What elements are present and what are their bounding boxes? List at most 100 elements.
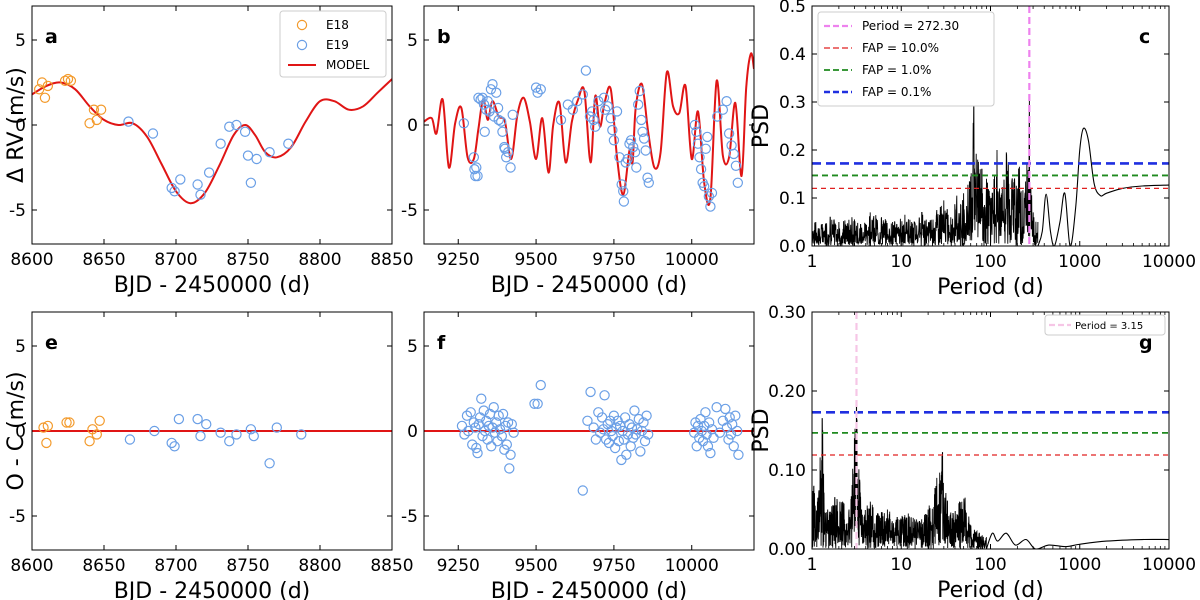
e19-point [567,104,579,115]
x-tick-label: 10 [890,555,912,575]
y-tick-label: -5 [9,507,26,527]
x-tick-label: 10000 [1142,555,1196,575]
e19-point [721,95,732,107]
e19-point [499,444,510,455]
panel-a: 8600 8650 8700 8750 8800 8850 -5 0 5 BJD - 245000… [4,5,414,298]
e19-point [271,422,282,433]
y-tick-label: 5 [407,337,418,357]
legend: Period = 272.30 FAP = 10.0% FAP = 1.0% FAP … [817,11,995,107]
panel-letter: b [437,26,451,48]
e19-point [500,152,512,163]
e19-point [577,89,588,100]
e19-point [492,102,504,114]
x-tick-label: 8750 [226,556,269,576]
e19-point [502,146,514,158]
e19-point [242,150,254,161]
y-tick-label: 5 [15,31,26,51]
x-axis-label: BJD - 2450000 (d) [114,273,311,298]
e19-point [248,430,259,442]
e19-point [706,187,718,199]
y-tick-label: 0.5 [779,0,806,17]
e19-point [529,398,540,409]
e19-point [714,427,725,438]
e19-point [622,153,633,165]
e19-point [458,118,470,129]
e19-point [469,163,480,175]
y-tick-label: 0.30 [768,303,806,323]
y-tick-label: 0.00 [768,540,806,560]
e19-point [485,84,497,95]
e19-point [497,126,508,138]
legend-label: FAP = 10.0% [862,41,939,55]
e19-point [149,425,160,437]
e19-point [705,201,716,212]
plot-area [424,379,754,496]
e19-point [590,121,601,132]
x-tick-label: 1 [807,252,818,272]
e19-point [643,177,654,188]
e19-point [532,87,543,98]
plot-frame [811,5,1170,247]
e19-point [471,162,482,173]
e19-point [505,162,516,173]
plot-frame [31,5,393,245]
e19-point [493,410,504,421]
plot-area [32,73,392,205]
e19-point [479,126,490,138]
e19-point [461,410,473,421]
e19-point [702,131,713,143]
e19-point [711,402,722,413]
x-tick-label: 9250 [437,556,480,576]
e19-point [632,99,644,110]
plot-frame [31,311,393,551]
plot-frame [811,311,1170,550]
e19-point [629,405,640,416]
x-tick-label: 8800 [298,556,341,576]
e19-point [215,138,226,149]
e19-point [598,92,610,104]
e19-point [642,429,654,440]
e19-point [471,442,482,454]
e19-point [166,182,177,194]
plot-frame [423,5,755,245]
e19-point [224,436,235,447]
e19-point [637,126,648,138]
e19-point [488,402,499,413]
periodogram-line [812,96,1039,246]
e19-point [691,441,702,452]
x-tick-label: 8850 [370,556,413,576]
e19-point [239,126,251,138]
e19-point [628,141,639,153]
e19-point [730,160,742,171]
x-tick-label: 9500 [514,556,557,576]
e19-point [634,85,645,97]
panel-letter: c [1139,26,1150,48]
panel-letter: f [437,332,446,354]
periodogram-tail [1037,127,1169,246]
model-line [32,78,392,205]
e19-point [500,420,511,432]
e19-point [459,429,470,440]
e19-point [582,415,593,426]
e19-point [629,146,641,158]
legend-label: E19 [326,38,349,52]
e18-point [91,114,103,126]
e19-point [732,177,744,188]
e19-point [692,138,704,149]
e19-point [201,419,212,430]
e19-point [725,429,737,440]
e18-point [34,84,45,95]
e19-point [456,420,468,432]
x-axis-label: Period (d) [937,578,1044,600]
panel-f: 9250 9500 9750 10000 -5 0 5 BJD - 2450000 (d) f [401,311,755,600]
e19-point [507,109,518,121]
e19-point [588,114,599,126]
e19-point [728,441,739,452]
e19-point [702,441,714,452]
e19-point [251,153,262,165]
e19-point [166,437,177,449]
e18-point [64,417,75,428]
e19-point [700,407,711,418]
panel-letter: a [45,26,58,48]
x-tick-label: 8700 [154,250,197,270]
